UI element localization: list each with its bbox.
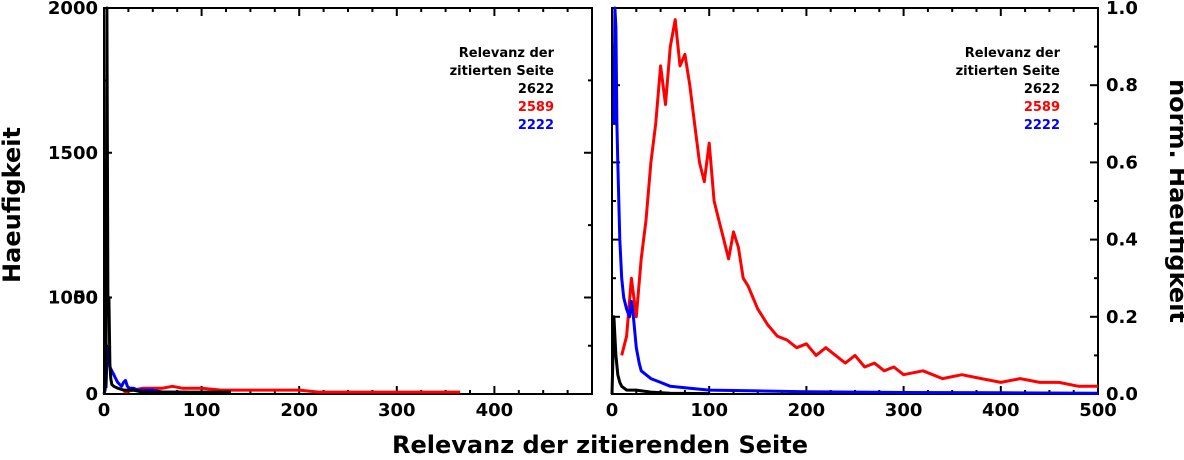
left-series-2589-line (123, 384, 461, 394)
left-legend-entry-2622: 2622 (518, 82, 554, 97)
shared-xlabel: Relevanz der zitierenden Seite (392, 431, 808, 456)
right-x-tick-label: 500 (1079, 400, 1117, 421)
right-legend-title: Relevanz der (965, 46, 1061, 61)
left-y-tick-label: 50 (73, 288, 98, 309)
left-x-tick-label: 100 (183, 400, 221, 421)
right-series-2622-line (610, 315, 710, 396)
right-legend-entry-2222: 2222 (1024, 118, 1060, 133)
right-x-tick-label: 200 (788, 400, 826, 421)
right-y-tick-label: 0.4 (1106, 230, 1138, 251)
left-y-tick-label: 0 (85, 384, 98, 405)
right-y-tick-label: 1.0 (1106, 0, 1138, 19)
left-y-tick-label: 1500 (48, 143, 98, 164)
left-x-tick-label: 400 (476, 400, 514, 421)
right-series-2222-line (612, 6, 1099, 395)
right-y-tick-label: 0.8 (1106, 75, 1138, 96)
left-legend-entry-2222: 2222 (518, 118, 554, 133)
left-x-tick-label: 200 (280, 400, 318, 421)
right-x-tick-label: 300 (885, 400, 923, 421)
left-series-2622-line (102, 6, 231, 395)
right-x-tick-label: 0 (606, 400, 619, 421)
right-x-tick-label: 100 (690, 400, 728, 421)
right-y-tick-label: 0.6 (1106, 152, 1138, 173)
left-legend-title: Relevanz der (459, 46, 555, 61)
left-ylabel: Haeufigkeit (0, 127, 26, 283)
left-x-tick-label: 300 (378, 400, 416, 421)
right-legend-entry-2622: 2622 (1024, 82, 1060, 97)
right-y-tick-label: 0.2 (1106, 307, 1138, 328)
right-y-tick-label: 0.0 (1106, 384, 1138, 405)
right-ylabel: norm. Haeufigkeit (1164, 79, 1184, 323)
right-x-tick-label: 400 (982, 400, 1020, 421)
right-legend-title: zitierten Seite (956, 64, 1061, 79)
left-y-tick-label: 1000 (48, 288, 98, 309)
right-legend-entry-2589: 2589 (1024, 100, 1060, 115)
left-legend-entry-2589: 2589 (518, 100, 554, 115)
left-legend-title: zitierten Seite (450, 64, 555, 79)
left-x-tick-label: 0 (98, 400, 111, 421)
left-y-tick-label: 2000 (48, 0, 98, 19)
right-series-2589-line (620, 18, 1098, 388)
